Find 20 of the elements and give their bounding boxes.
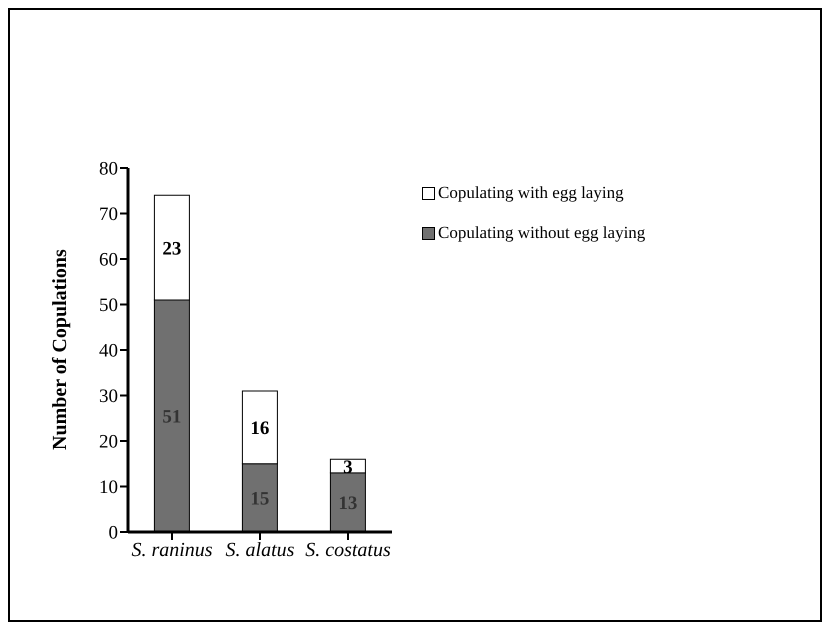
y-tick-label: 10 — [99, 477, 118, 498]
y-axis-title: Number of Copulations — [49, 249, 72, 450]
y-tick-label: 80 — [99, 158, 118, 180]
y-tick-label: 50 — [99, 295, 118, 316]
data-label: 16 — [250, 418, 270, 440]
y-tick-label: 40 — [99, 340, 118, 362]
y-tick-label: 60 — [99, 250, 118, 271]
data-label: 23 — [162, 238, 182, 260]
y-tick-label: 0 — [108, 522, 118, 544]
legend-label: Copulating without egg laying — [438, 223, 646, 243]
data-label: 13 — [338, 493, 358, 514]
y-tick-label: 70 — [99, 204, 118, 226]
data-label: 15 — [250, 488, 270, 510]
legend-label: Copulating with egg laying — [438, 183, 624, 203]
x-tick-label: S. raninus — [131, 539, 213, 562]
y-tick-label: 20 — [99, 432, 118, 453]
y-tick-label: 30 — [99, 386, 118, 408]
x-tick-label: S. alatus — [226, 539, 295, 562]
data-label: 51 — [162, 406, 182, 428]
x-tick-label: S. costatus — [305, 539, 391, 562]
